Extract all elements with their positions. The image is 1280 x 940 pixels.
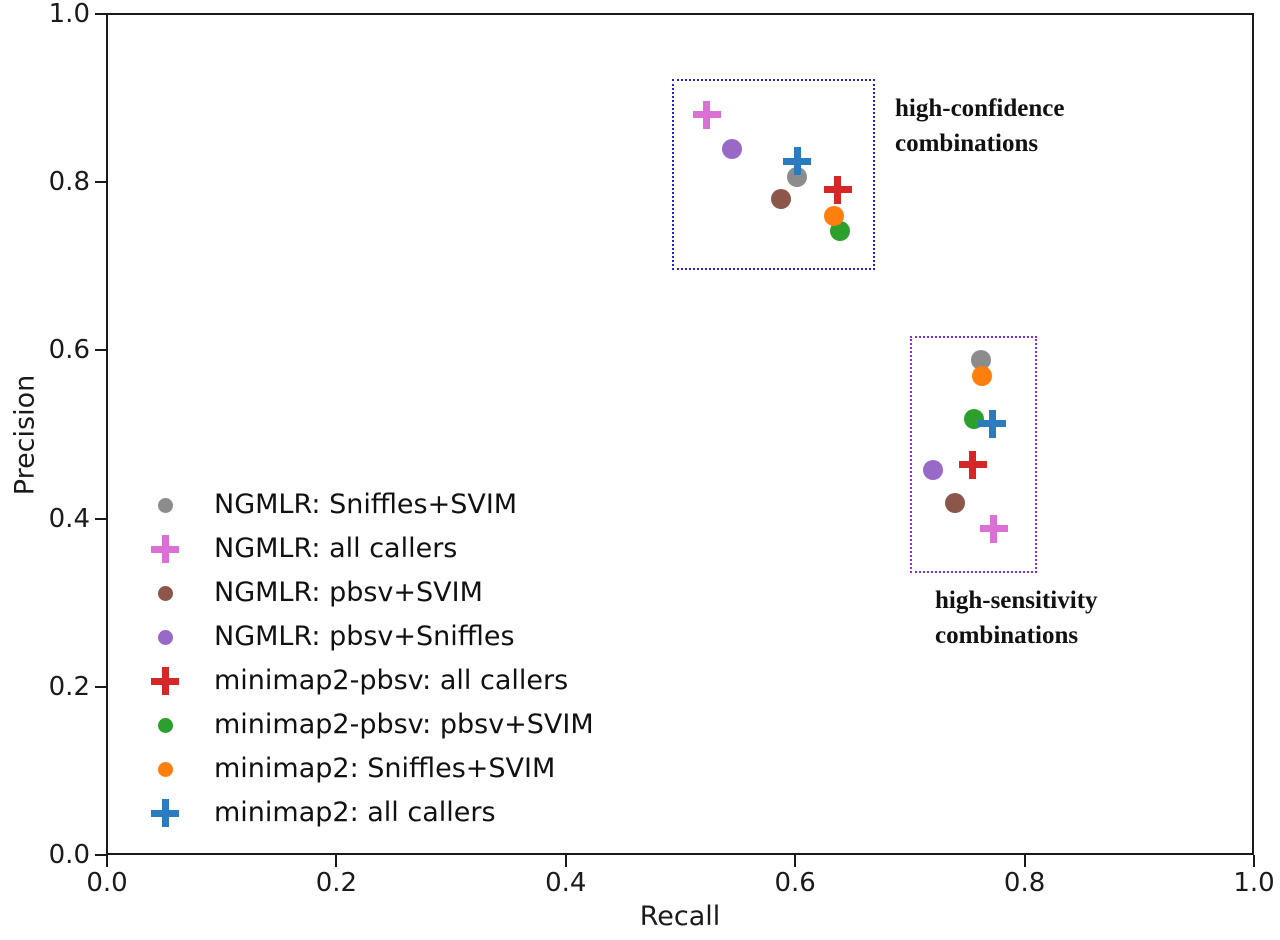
legend-item-label: NGMLR: Sniffles+SVIM xyxy=(214,489,518,520)
legend-plus-icon xyxy=(145,659,185,703)
y-tick-mark xyxy=(95,181,107,184)
plus-marker-vbar xyxy=(703,100,711,129)
scatter-point xyxy=(971,349,991,370)
legend-item: minimap2: Sniffles+SVIM xyxy=(145,747,594,791)
plot-area xyxy=(106,13,1254,855)
legend-item: NGMLR: Sniffles+SVIM xyxy=(145,483,594,527)
scatter-point xyxy=(829,220,850,241)
legend-item-label: minimap2-pbsv: all callers xyxy=(214,665,569,696)
plus-icon-vbar xyxy=(161,535,169,563)
x-tick-label: 0.2 xyxy=(315,868,358,898)
annotation-high-confidence-line1: high-confidence xyxy=(895,95,1065,122)
legend-circle-icon xyxy=(145,747,185,791)
y-tick-label: 0.8 xyxy=(48,167,90,198)
high-sensitivity-box xyxy=(909,336,1038,574)
legend-circle-icon xyxy=(145,571,185,615)
legend-item-label: minimap2-pbsv: pbsv+SVIM xyxy=(214,709,594,740)
x-tick-label: 0.4 xyxy=(545,868,587,898)
high-confidence-box xyxy=(672,78,876,270)
x-tick-label: 0.8 xyxy=(1003,868,1046,898)
legend-item-label: minimap2: Sniffles+SVIM xyxy=(214,753,556,784)
y-tick-mark xyxy=(95,13,107,15)
x-tick-label: 0.6 xyxy=(774,868,816,898)
y-tick-label: 0.6 xyxy=(48,335,90,366)
y-axis-label: Precision xyxy=(9,374,41,496)
circle-icon xyxy=(157,629,173,645)
scatter-point xyxy=(823,175,852,204)
x-tick-mark xyxy=(1023,855,1026,867)
y-tick-label: 0.0 xyxy=(48,840,90,870)
legend-circle-icon xyxy=(145,615,185,659)
y-tick-mark xyxy=(95,349,107,352)
plus-marker-vbar xyxy=(793,147,801,176)
scatter-point xyxy=(771,189,792,210)
annotation-high-confidence-line2: combinations xyxy=(895,130,1039,157)
legend-item-label: NGMLR: all callers xyxy=(214,533,458,564)
circle-icon xyxy=(157,717,173,733)
plus-marker-vbar xyxy=(969,450,977,479)
legend-item: minimap2-pbsv: all callers xyxy=(145,659,594,703)
x-tick-label: 1.0 xyxy=(1233,868,1275,898)
annotation-high-sensitivity: high-sensitivity combinations xyxy=(935,583,1098,653)
annotation-high-confidence: high-confidence combinations xyxy=(895,91,1064,161)
legend-item-label: NGMLR: pbsv+Sniffles xyxy=(214,621,515,652)
legend-item: minimap2-pbsv: pbsv+SVIM xyxy=(145,703,594,747)
scatter-point xyxy=(978,409,1007,438)
legend-item: NGMLR: pbsv+Sniffles xyxy=(145,615,594,659)
plus-icon xyxy=(151,799,179,827)
scatter-point xyxy=(824,205,845,226)
legend-item: NGMLR: pbsv+SVIM xyxy=(145,571,594,615)
plus-icon xyxy=(151,535,179,563)
y-tick-mark xyxy=(95,685,107,688)
circle-icon xyxy=(157,497,173,513)
x-tick-label: 0.0 xyxy=(86,868,128,898)
x-tick-mark xyxy=(106,855,108,867)
legend-circle-icon xyxy=(145,483,185,527)
plus-icon-vbar xyxy=(161,799,169,827)
annotation-high-sensitivity-line1: high-sensitivity xyxy=(935,587,1098,614)
scatter-point xyxy=(692,100,721,129)
scatter-point xyxy=(922,459,943,480)
y-tick-mark xyxy=(95,854,107,856)
scatter-point xyxy=(972,365,993,386)
legend-item: NGMLR: all callers xyxy=(145,527,594,571)
legend-circle-icon xyxy=(145,703,185,747)
scatter-point xyxy=(787,167,808,188)
plus-icon-vbar xyxy=(161,667,169,695)
x-tick-mark xyxy=(1253,855,1255,867)
circle-icon xyxy=(157,761,173,777)
x-axis-label: Recall xyxy=(639,901,721,932)
scatter-point xyxy=(958,450,987,479)
legend: NGMLR: Sniffles+SVIM NGMLR: all callers NG… xyxy=(145,483,594,835)
x-tick-mark xyxy=(564,855,567,867)
y-tick-mark xyxy=(95,517,107,520)
circle-icon xyxy=(157,585,173,601)
scatter-point xyxy=(783,147,812,176)
legend-plus-icon xyxy=(145,791,185,835)
plus-icon xyxy=(151,667,179,695)
legend-item: minimap2: all callers xyxy=(145,791,594,835)
x-tick-mark xyxy=(335,855,338,867)
legend-item-label: NGMLR: pbsv+SVIM xyxy=(214,577,483,608)
scatter-point xyxy=(979,514,1008,543)
legend-plus-icon xyxy=(145,527,185,571)
plus-marker-vbar xyxy=(834,175,842,204)
plus-marker-vbar xyxy=(988,409,996,438)
scatter-point xyxy=(722,139,743,160)
scatter-point xyxy=(944,492,965,513)
x-tick-mark xyxy=(794,855,797,867)
annotation-high-sensitivity-line2: combinations xyxy=(935,622,1079,649)
plus-marker-vbar xyxy=(990,514,998,543)
y-tick-label: 1.0 xyxy=(48,0,90,29)
y-tick-label: 0.2 xyxy=(48,671,90,702)
legend-item-label: minimap2: all callers xyxy=(214,797,496,828)
y-tick-label: 0.4 xyxy=(48,503,90,534)
